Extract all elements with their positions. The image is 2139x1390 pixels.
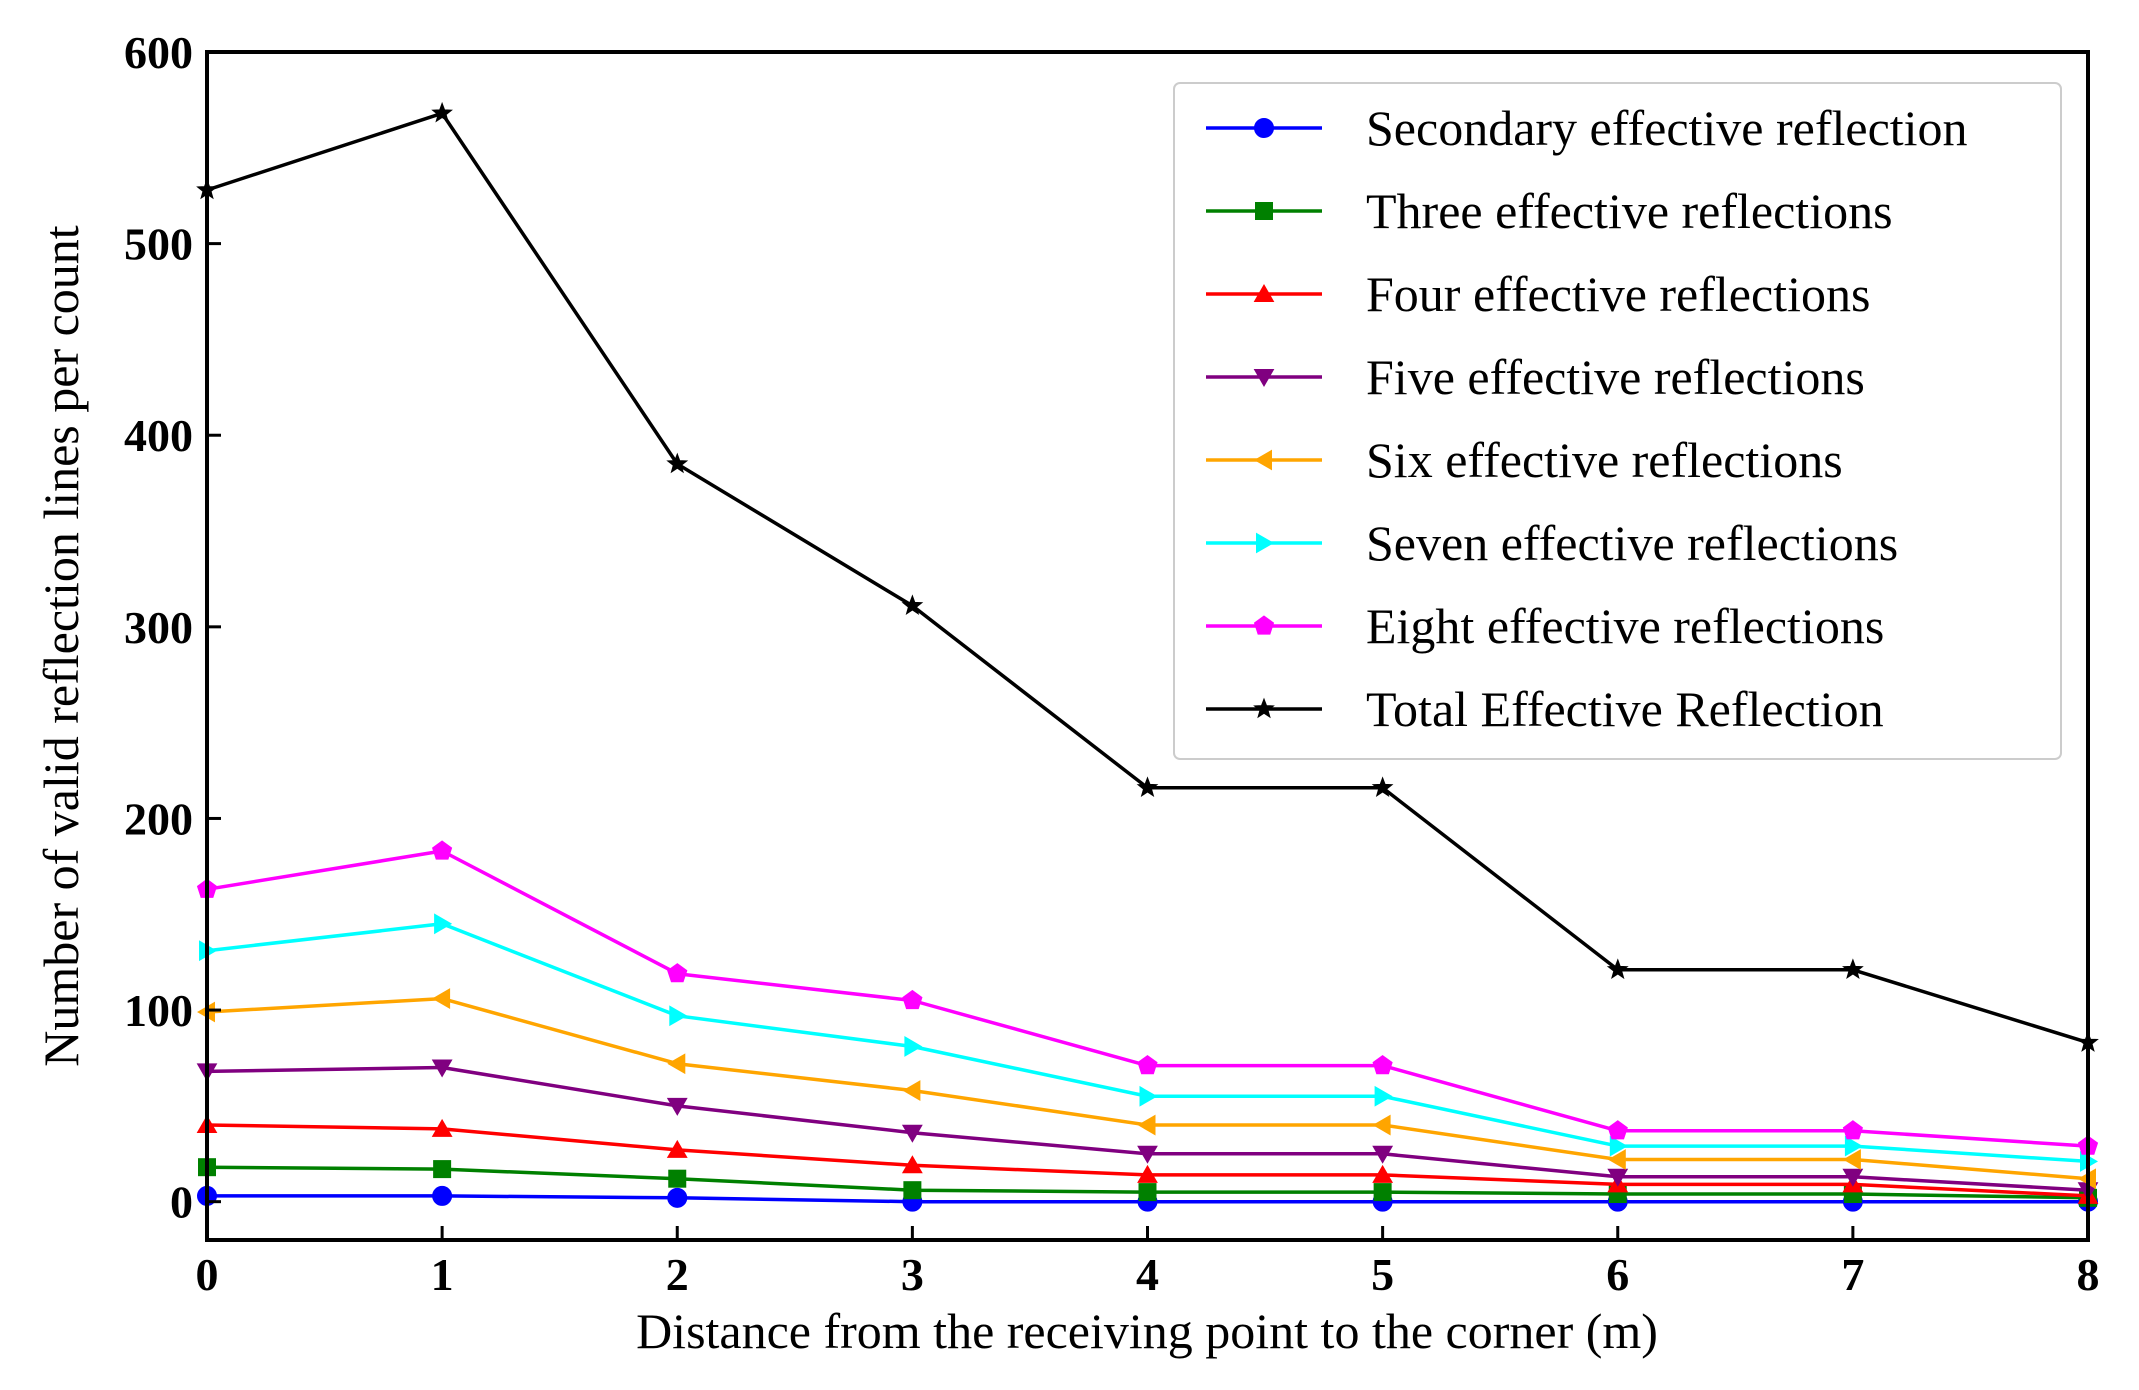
data-point-3-4 bbox=[1137, 1145, 1158, 1164]
legend-marker bbox=[1253, 615, 1275, 635]
data-point-5-4 bbox=[1139, 1085, 1158, 1107]
series-4 bbox=[196, 988, 2096, 1190]
data-point-2-2 bbox=[666, 1139, 688, 1158]
legend-label: Secondary effective reflection bbox=[1366, 100, 1968, 156]
legend-item: Five effective reflections bbox=[1206, 349, 1865, 405]
legend-marker bbox=[1256, 532, 1275, 554]
data-point-5-5 bbox=[1374, 1085, 1393, 1107]
legend-label: Four effective reflections bbox=[1366, 266, 1870, 322]
legend-frame bbox=[1173, 82, 2062, 760]
data-point-2-3 bbox=[901, 1155, 923, 1174]
y-tick-label: 200 bbox=[124, 793, 193, 844]
x-tick-label: 8 bbox=[2077, 1249, 2100, 1300]
x-tick-label: 2 bbox=[666, 1249, 689, 1300]
data-point-7-3 bbox=[901, 594, 924, 616]
y-axis-title: Number of valid reflection lines per cou… bbox=[33, 225, 89, 1066]
legend-label: Five effective reflections bbox=[1366, 349, 1865, 405]
data-point-6-6 bbox=[1607, 1120, 1628, 1140]
data-point-1-1 bbox=[433, 1160, 452, 1179]
data-point-6-7 bbox=[1842, 1120, 1863, 1140]
data-point-2-1 bbox=[431, 1118, 453, 1137]
data-point-3-6 bbox=[1607, 1168, 1629, 1187]
data-point-4-2 bbox=[667, 1053, 686, 1075]
y-tick-label: 300 bbox=[124, 602, 193, 653]
legend-item: Total Effective Reflection bbox=[1206, 681, 1884, 737]
x-tick-label: 0 bbox=[196, 1249, 219, 1300]
x-tick-label: 5 bbox=[1371, 1249, 1394, 1300]
data-point-3-1 bbox=[431, 1059, 453, 1078]
y-tick-label: 0 bbox=[170, 1177, 193, 1228]
data-point-5-7 bbox=[1844, 1135, 1863, 1157]
data-point-6-4 bbox=[1137, 1054, 1158, 1075]
data-point-6-3 bbox=[902, 989, 923, 1010]
data-point-5-6 bbox=[1609, 1135, 1628, 1157]
data-point-5-3 bbox=[904, 1036, 923, 1057]
x-tick-label: 7 bbox=[1841, 1249, 1864, 1300]
legend-item: Four effective reflections bbox=[1206, 266, 1870, 322]
legend-marker bbox=[1253, 449, 1272, 471]
data-point-5-1 bbox=[434, 913, 453, 935]
data-point-3-2 bbox=[666, 1097, 688, 1116]
series-5 bbox=[199, 913, 2098, 1172]
x-axis-title: Distance from the receiving point to the… bbox=[636, 1303, 1658, 1359]
data-point-1-4 bbox=[1138, 1183, 1157, 1202]
legend-item: Three effective reflections bbox=[1206, 183, 1893, 239]
series-layer bbox=[196, 101, 2099, 1212]
legend-label: Six effective reflections bbox=[1366, 432, 1843, 488]
x-tick-label: 4 bbox=[1136, 1249, 1159, 1300]
y-tick-label: 500 bbox=[124, 219, 193, 270]
data-point-4-3 bbox=[902, 1080, 921, 1101]
data-point-3-3 bbox=[901, 1124, 923, 1143]
legend-item: Seven effective reflections bbox=[1206, 515, 1898, 571]
data-point-7-5 bbox=[1371, 776, 1394, 798]
legend-label: Total Effective Reflection bbox=[1366, 681, 1884, 737]
series-6 bbox=[196, 840, 2099, 1155]
x-tick-label: 3 bbox=[901, 1249, 924, 1300]
y-tick-label: 400 bbox=[124, 410, 193, 461]
legend-label: Three effective reflections bbox=[1366, 183, 1893, 239]
data-point-6-2 bbox=[667, 963, 688, 983]
legend-marker bbox=[1255, 202, 1273, 220]
data-point-4-7 bbox=[1842, 1149, 1861, 1170]
data-point-7-2 bbox=[666, 452, 689, 474]
data-point-4-5 bbox=[1372, 1114, 1391, 1136]
legend-marker bbox=[1253, 369, 1275, 388]
legend-marker bbox=[1254, 118, 1274, 138]
data-point-4-1 bbox=[432, 988, 451, 1009]
legend-label: Eight effective reflections bbox=[1366, 598, 1884, 654]
legend-label: Seven effective reflections bbox=[1366, 515, 1898, 571]
legend: Secondary effective reflection Three effe… bbox=[1173, 82, 2062, 760]
legend-items: Secondary effective reflection Three effe… bbox=[1206, 100, 1968, 737]
data-point-3-7 bbox=[1842, 1168, 1864, 1187]
x-tick-label: 1 bbox=[431, 1249, 454, 1300]
legend-marker bbox=[1253, 283, 1275, 302]
data-point-4-6 bbox=[1607, 1149, 1626, 1170]
data-point-4-4 bbox=[1137, 1114, 1156, 1136]
data-point-2-4 bbox=[1137, 1164, 1158, 1183]
legend-marker bbox=[1253, 697, 1275, 719]
y-tick-label: 600 bbox=[124, 27, 193, 78]
data-point-7-1 bbox=[431, 101, 453, 123]
data-point-7-4 bbox=[1136, 776, 1159, 798]
data-point-1-5 bbox=[1373, 1183, 1392, 1202]
ticks-layer: 0 1 2 3 4 5 6 7 8 0 100 200 300 400 500 600 bbox=[124, 27, 2100, 1300]
data-point-2-5 bbox=[1372, 1164, 1394, 1183]
data-point-1-2 bbox=[668, 1169, 687, 1188]
data-point-7-6 bbox=[1606, 958, 1629, 980]
data-point-6-1 bbox=[432, 840, 453, 860]
data-point-5-2 bbox=[669, 1005, 688, 1027]
data-point-3-5 bbox=[1372, 1145, 1394, 1164]
legend-item: Eight effective reflections bbox=[1206, 598, 1884, 654]
data-point-1-3 bbox=[903, 1181, 922, 1200]
data-point-6-5 bbox=[1372, 1054, 1393, 1075]
data-point-0-1 bbox=[432, 1185, 453, 1206]
data-point-0-2 bbox=[667, 1187, 688, 1208]
data-point-7-7 bbox=[1842, 958, 1864, 980]
legend-item: Secondary effective reflection bbox=[1206, 100, 1968, 156]
x-tick-label: 6 bbox=[1606, 1249, 1629, 1300]
legend-item: Six effective reflections bbox=[1206, 432, 1843, 488]
y-tick-label: 100 bbox=[124, 985, 193, 1036]
